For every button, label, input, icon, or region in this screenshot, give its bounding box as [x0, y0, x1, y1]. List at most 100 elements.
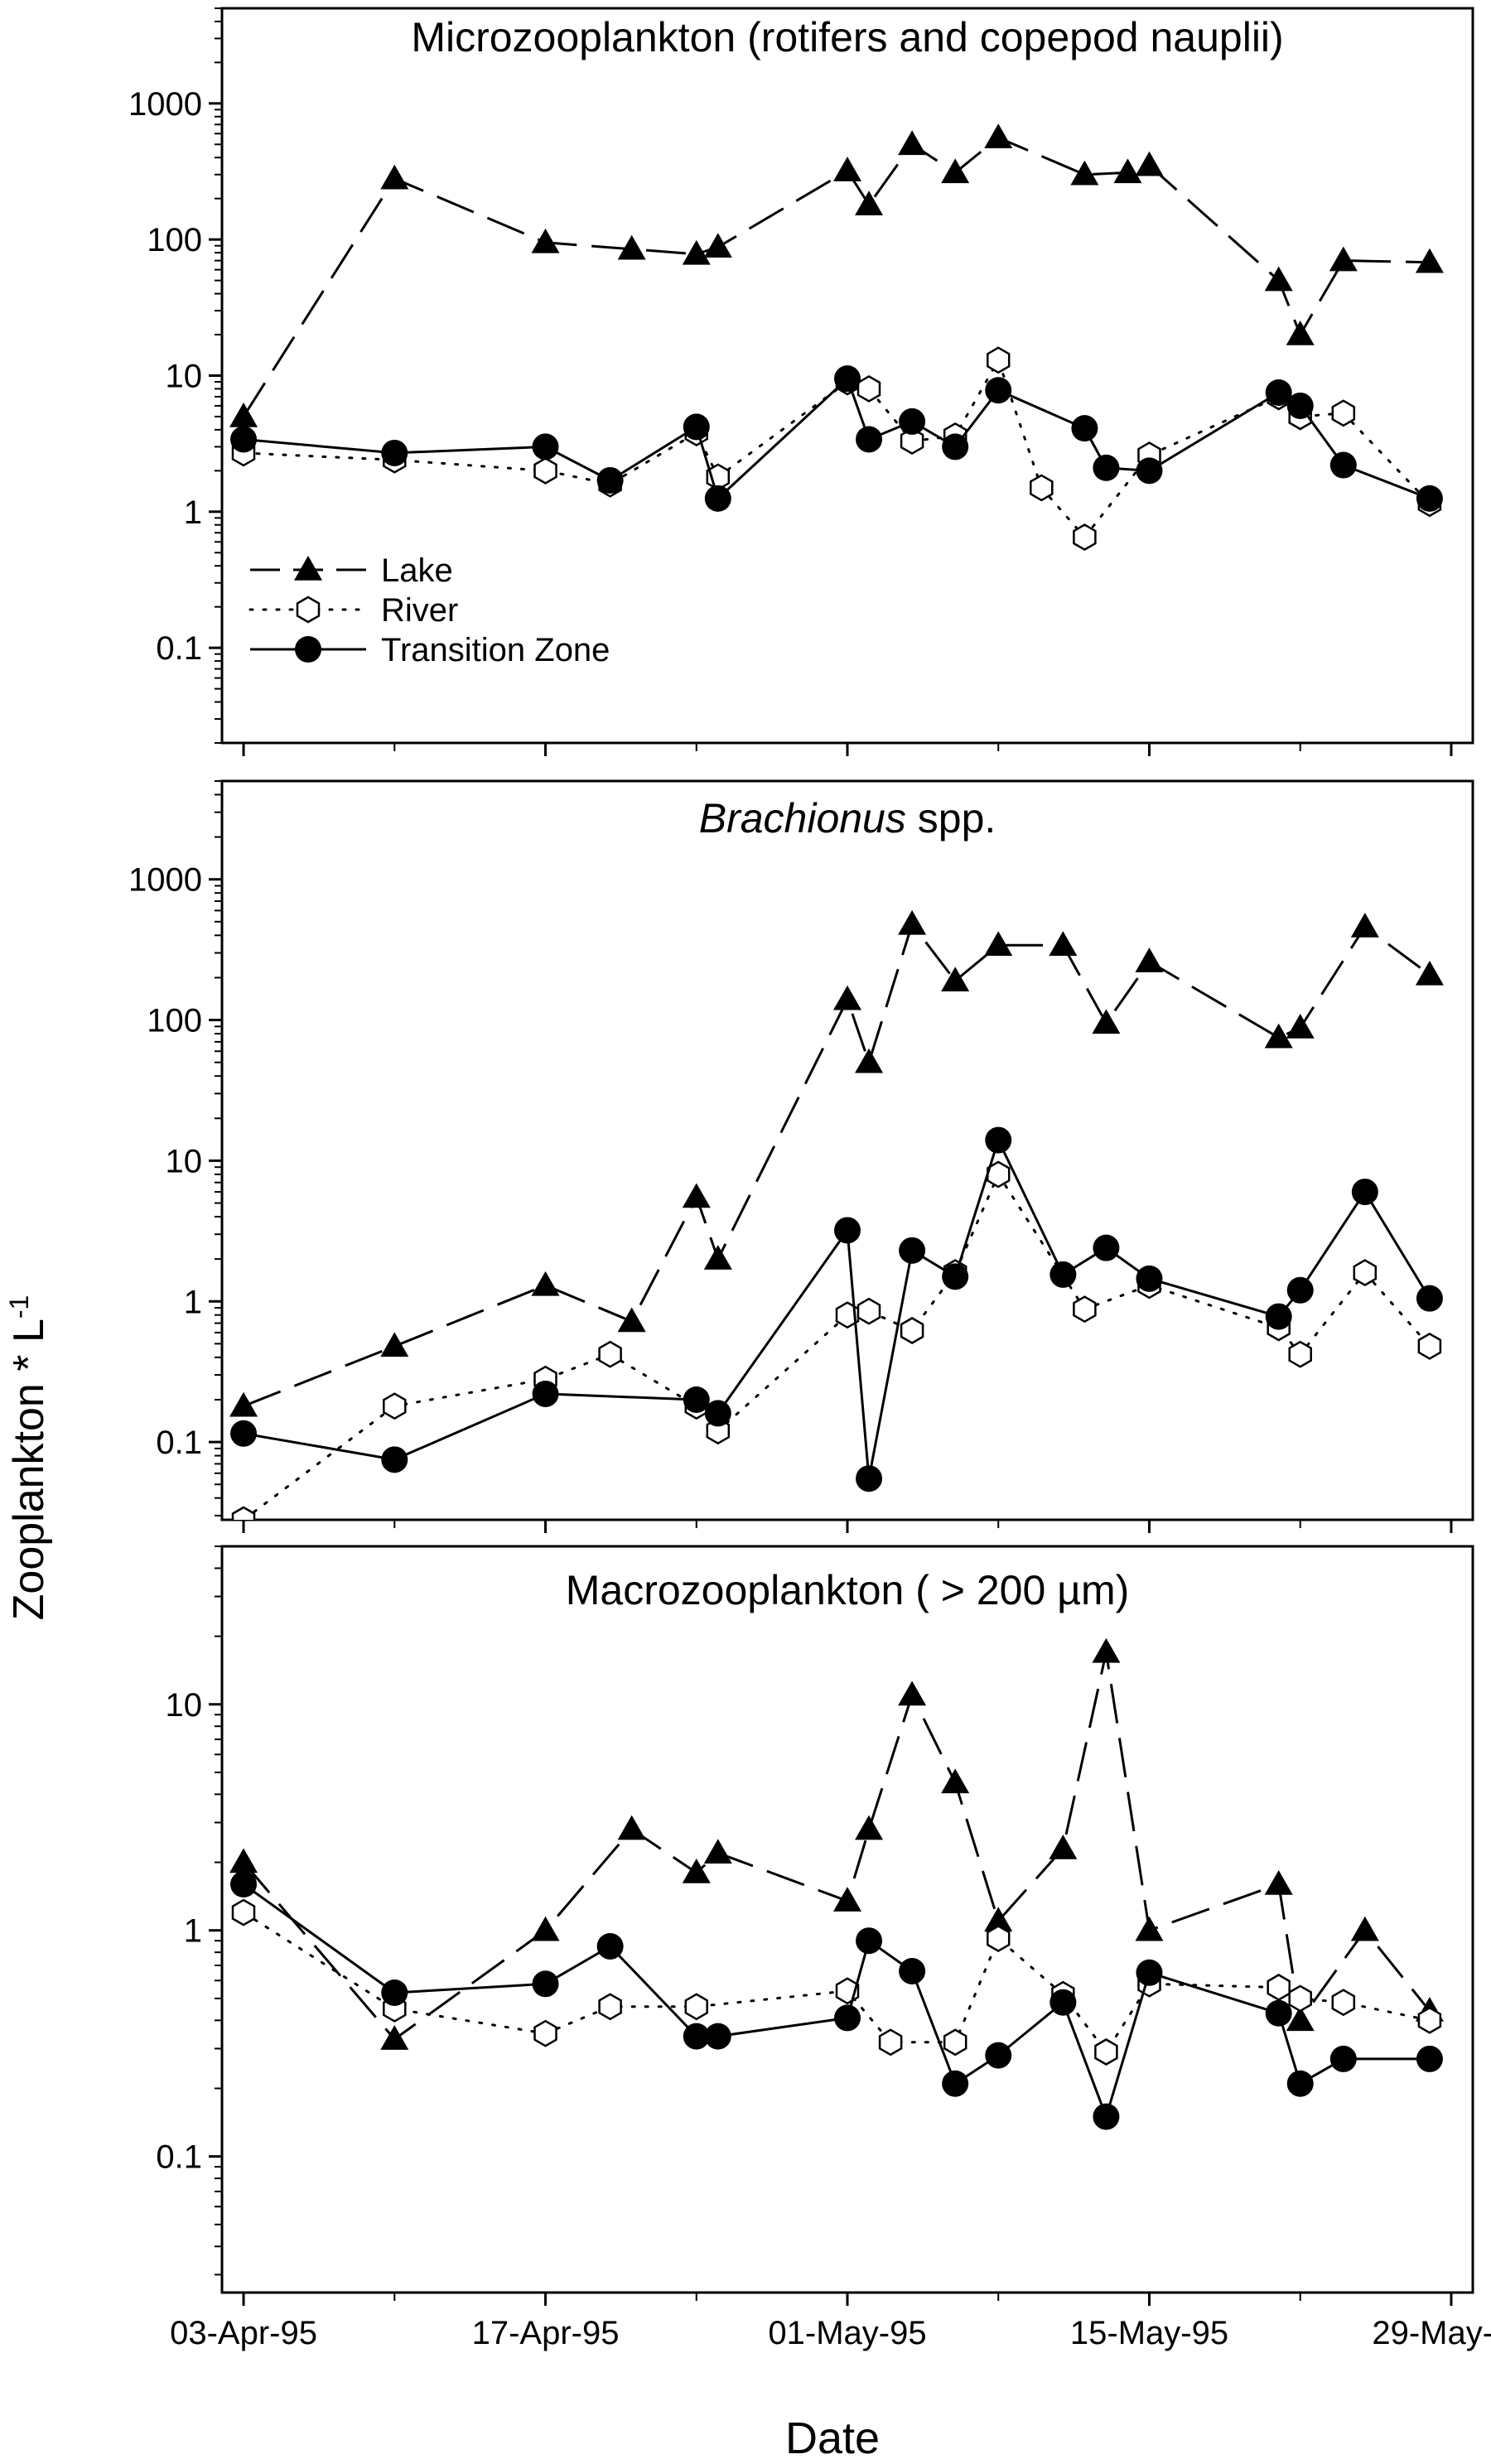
data-point-lake-triangle — [682, 1859, 711, 1883]
data-point-river-hexagon — [231, 1506, 256, 1520]
data-point-transition-zone-circle — [1136, 1959, 1163, 1986]
data-point-lake-triangle — [1350, 1916, 1379, 1941]
data-point-lake-triangle — [703, 1839, 732, 1864]
y-tick-label: 10 — [166, 1143, 203, 1179]
data-point-transition-zone-circle — [1265, 1999, 1292, 2027]
data-point-transition-zone-circle — [1265, 379, 1292, 407]
data-point-transition-zone-circle — [1136, 1265, 1163, 1292]
data-point-transition-zone-circle — [1049, 1989, 1077, 2016]
data-point-transition-zone-circle — [856, 1927, 883, 1955]
y-tick-label: 10 — [166, 1687, 203, 1724]
y-tick-label: 0.1 — [156, 1425, 202, 1461]
y-axis-title-base: Zooplankton * L — [5, 1319, 53, 1620]
data-point-lake-triangle — [941, 967, 970, 991]
panel-2: Brachionus spp. 0.1 1 10 100 1000 — [128, 779, 1474, 1533]
data-point-river-hexagon — [1417, 1332, 1442, 1360]
data-point-transition-zone-circle — [1329, 451, 1357, 479]
data-point-lake-triangle — [1286, 321, 1315, 345]
data-point-lake-triangle — [898, 1680, 927, 1706]
data-point-lake-triangle — [855, 1048, 884, 1073]
data-point-lake-triangle — [1049, 931, 1078, 957]
data-point-transition-zone-circle — [230, 1871, 258, 1898]
data-point-lake-triangle — [1415, 248, 1444, 273]
y-tick-label: 100 — [147, 222, 202, 258]
data-point-lake-triangle — [1113, 158, 1142, 184]
data-point-transition-zone-circle — [1093, 1234, 1120, 1261]
data-point-transition-zone-circle — [596, 1932, 624, 1960]
data-point-lake-triangle — [703, 233, 732, 258]
panel-title-italic: Brachionus — [699, 795, 906, 841]
data-point-lake-triangle — [941, 1768, 970, 1794]
data-point-river-hexagon — [856, 1297, 881, 1325]
data-point-river-hexagon — [900, 1317, 924, 1344]
data-point-transition-zone-circle — [1093, 2103, 1120, 2130]
data-point-transition-zone-circle — [381, 1446, 408, 1473]
data-point-lake-triangle — [229, 1391, 258, 1417]
data-point-river-hexagon — [1288, 1984, 1312, 2013]
data-point-lake-triangle — [380, 2025, 409, 2050]
data-point-river-hexagon — [1331, 399, 1356, 427]
panel-title-text: spp. — [906, 795, 996, 841]
data-point-transition-zone-circle — [942, 1263, 969, 1290]
data-point-lake-triangle — [833, 985, 861, 1010]
data-point-lake-triangle — [855, 190, 884, 215]
data-point-transition-zone-circle — [1093, 454, 1120, 481]
data-point-lake-triangle — [1049, 1834, 1078, 1859]
data-point-lake-triangle — [531, 1271, 560, 1296]
data-point-river-hexagon — [943, 2028, 967, 2057]
data-point-lake-triangle — [1286, 1013, 1315, 1039]
data-point-transition-zone-circle — [683, 413, 710, 441]
legend-marker-hexagon — [296, 596, 321, 624]
data-point-river-hexagon — [1073, 523, 1097, 552]
x-tick-label: 15-May-95 — [1070, 2315, 1228, 2351]
data-point-transition-zone-circle — [1416, 485, 1443, 512]
y-tick-label: 1 — [184, 1284, 202, 1320]
data-point-lake-triangle — [984, 931, 1013, 957]
data-point-lake-triangle — [1092, 1009, 1121, 1034]
data-point-lake-triangle — [1264, 1870, 1293, 1895]
data-point-transition-zone-circle — [899, 407, 926, 435]
data-point-transition-zone-circle — [1286, 1276, 1314, 1304]
panel-frame — [220, 779, 1474, 1521]
x-tick-label: 17-Apr-95 — [472, 2315, 620, 2351]
data-point-lake-triangle — [1135, 151, 1164, 176]
data-point-transition-zone-circle — [1265, 1303, 1292, 1330]
y-axis-title: Zooplankton * L-1 — [4, 1295, 53, 1621]
data-point-lake-triangle — [229, 402, 258, 427]
data-point-lake-triangle — [1135, 948, 1164, 972]
data-point-river-hexagon — [231, 1898, 256, 1926]
data-point-transition-zone-circle — [1071, 415, 1098, 442]
data-point-lake-triangle — [617, 234, 646, 260]
data-point-lake-triangle — [855, 1815, 884, 1840]
data-point-river-hexagon — [684, 1993, 708, 2021]
data-point-river-hexagon — [1030, 474, 1054, 502]
data-point-lake-triangle — [1135, 1916, 1164, 1941]
plot-area — [229, 123, 1444, 552]
x-tick-label: 03-Apr-95 — [170, 2315, 317, 2351]
data-point-transition-zone-circle — [942, 2070, 969, 2097]
data-point-transition-zone-circle — [834, 1217, 861, 1244]
legend-marker-circle — [295, 636, 321, 663]
data-point-lake-triangle — [984, 1907, 1013, 1932]
y-tick-label: 100 — [147, 1003, 202, 1039]
data-point-lake-triangle — [380, 164, 409, 190]
data-point-transition-zone-circle — [704, 1400, 731, 1427]
data-point-transition-zone-circle — [1286, 392, 1314, 419]
data-point-lake-triangle — [617, 1307, 646, 1333]
y-axis-title-superscript: -1 — [4, 1295, 34, 1319]
data-point-lake-triangle — [531, 1916, 560, 1941]
data-point-river-hexagon — [383, 1392, 407, 1420]
data-point-river-hexagon — [856, 374, 881, 403]
series-line-lake — [242, 1651, 1431, 2041]
data-point-river-hexagon — [533, 2019, 557, 2047]
data-point-lake-triangle — [1264, 266, 1293, 292]
data-point-lake-triangle — [1264, 1023, 1293, 1049]
data-point-transition-zone-circle — [1136, 457, 1163, 485]
data-point-lake-triangle — [833, 1887, 861, 1912]
data-point-lake-triangle — [898, 909, 927, 935]
data-point-river-hexagon — [987, 346, 1011, 374]
data-point-lake-triangle — [229, 1848, 258, 1873]
x-axis-title: Date — [785, 2413, 880, 2463]
series-line-river — [242, 1911, 1431, 2053]
